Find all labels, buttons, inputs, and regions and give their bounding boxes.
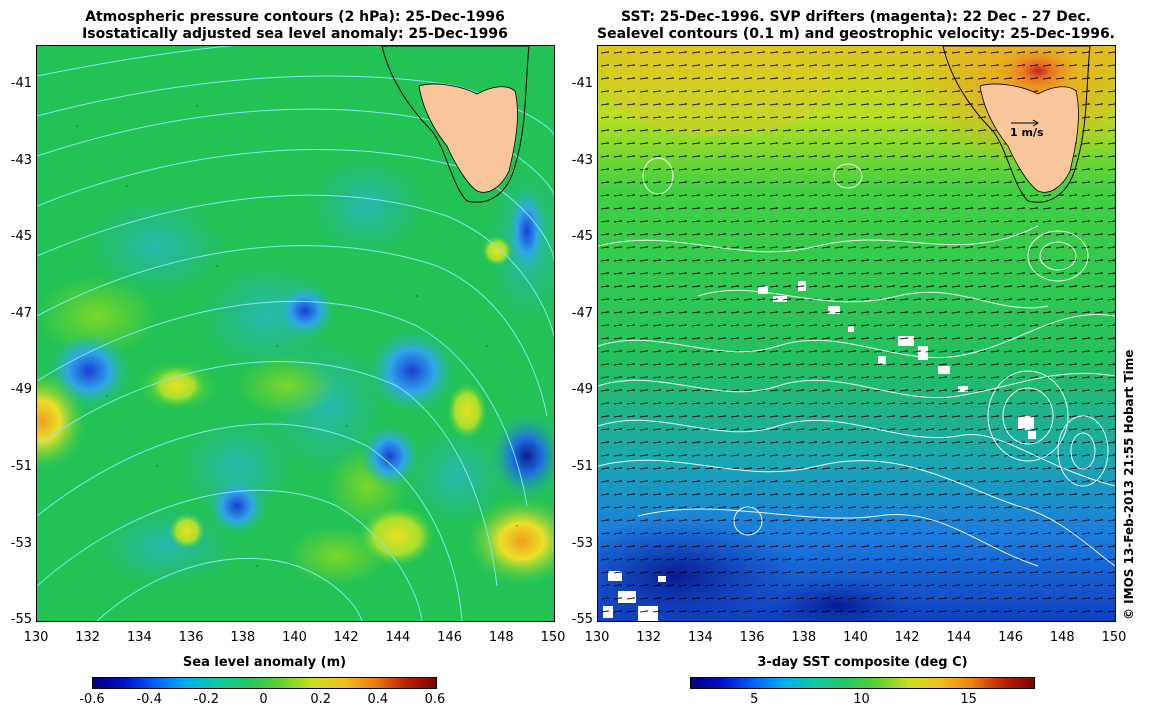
right-title-line1: SST: 25-Dec-1996. SVP drifters (magenta)… bbox=[621, 9, 1091, 25]
sea-level-anomaly-map bbox=[36, 45, 555, 622]
lon-tick-label: 136 bbox=[178, 630, 204, 645]
lat-tick-label: -41 bbox=[10, 76, 32, 91]
tasmania-landmass-right bbox=[942, 46, 1091, 203]
lon-tick-label: 140 bbox=[282, 630, 307, 645]
lon-tick-label: 150 bbox=[540, 630, 566, 645]
lon-tick-label: 132 bbox=[75, 630, 101, 645]
lat-tick-label: -49 bbox=[10, 382, 32, 398]
left-title-line2: Isostatically adjusted sea level anomaly… bbox=[82, 26, 508, 42]
colorbar-tick-label: -0.2 bbox=[193, 692, 220, 707]
lat-tick-label: -53 bbox=[10, 535, 32, 551]
right-colorbar-title: 3-day SST composite (deg C) bbox=[757, 655, 968, 670]
sst-colorbar bbox=[690, 677, 1035, 689]
lon-tick-label: 140 bbox=[843, 630, 868, 645]
lat-tick-label: -45 bbox=[571, 229, 593, 245]
lat-tick-label: -49 bbox=[571, 382, 593, 398]
lon-tick-label: 130 bbox=[23, 630, 49, 645]
velocity-scale-label: 1 m/s bbox=[1010, 126, 1044, 139]
colorbar-tick-label: 5 bbox=[750, 692, 759, 707]
lon-tick-label: 144 bbox=[385, 630, 411, 645]
lon-tick-label: 134 bbox=[687, 630, 713, 645]
colorbar-tick-label: 0 bbox=[259, 692, 268, 707]
colorbar-tick-label: 0.6 bbox=[424, 692, 446, 707]
left-colorbar-title: Sea level anomaly (m) bbox=[182, 655, 347, 670]
lon-tick-label: 134 bbox=[126, 630, 152, 645]
lon-tick-label: 132 bbox=[636, 630, 662, 645]
velocity-scale-arrow bbox=[1011, 119, 1039, 127]
left-title-line1: Atmospheric pressure contours (2 hPa): 2… bbox=[85, 9, 505, 25]
sst-composite-map: 1 m/s bbox=[597, 45, 1116, 622]
lon-tick-label: 138 bbox=[230, 630, 256, 645]
lon-tick-label: 148 bbox=[1049, 630, 1075, 645]
colorbar-tick-label: 0.4 bbox=[367, 692, 389, 707]
lon-tick-label: 146 bbox=[437, 630, 462, 645]
sea-level-colorbar bbox=[92, 677, 437, 689]
colorbar-tick-label: -0.6 bbox=[79, 692, 105, 707]
credit-text: © IMOS 13-Feb-2013 21:55 Hobart Time bbox=[1122, 349, 1136, 620]
lat-tick-label: -53 bbox=[571, 535, 593, 551]
lat-tick-label: -55 bbox=[571, 612, 593, 628]
lat-tick-label: -41 bbox=[571, 76, 593, 91]
colorbar-tick-label: -0.4 bbox=[136, 692, 162, 707]
lat-tick-label: -43 bbox=[571, 152, 593, 168]
lat-tick-label: -51 bbox=[571, 459, 593, 474]
colorbar-tick-label: 15 bbox=[960, 692, 977, 707]
colorbar-tick-label: 0.2 bbox=[310, 692, 331, 707]
lon-tick-label: 138 bbox=[791, 630, 817, 645]
lat-tick-label: -47 bbox=[571, 305, 593, 321]
lat-tick-label: -43 bbox=[10, 152, 32, 168]
colorbar-tick-label: 10 bbox=[853, 692, 870, 707]
lon-tick-label: 146 bbox=[998, 630, 1023, 645]
lat-tick-label: -45 bbox=[10, 229, 32, 245]
lon-tick-label: 142 bbox=[894, 630, 920, 645]
lon-tick-label: 136 bbox=[739, 630, 765, 645]
lat-tick-label: -51 bbox=[10, 459, 32, 474]
lon-tick-label: 144 bbox=[946, 630, 972, 645]
right-title-line2: Sealevel contours (0.1 m) and geostrophi… bbox=[597, 26, 1115, 42]
lon-tick-label: 142 bbox=[333, 630, 359, 645]
lon-tick-label: 148 bbox=[488, 630, 514, 645]
lat-tick-label: -47 bbox=[10, 305, 32, 321]
lon-tick-label: 150 bbox=[1101, 630, 1127, 645]
tasmania-landmass-left bbox=[381, 46, 530, 203]
lon-tick-label: 130 bbox=[584, 630, 610, 645]
lat-tick-label: -55 bbox=[10, 612, 32, 628]
